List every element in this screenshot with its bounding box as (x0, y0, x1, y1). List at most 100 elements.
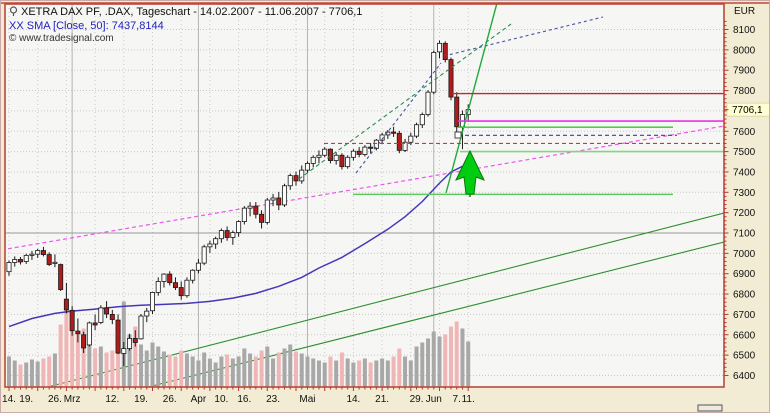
scrollbar-thumb[interactable] (697, 404, 723, 412)
volume-bar (322, 362, 327, 387)
volume-bar (161, 351, 166, 387)
candle (396, 130, 402, 154)
candle (161, 273, 167, 288)
trend-line-navy-dashed-1 (355, 62, 442, 174)
candle-body (115, 319, 121, 354)
candle (310, 155, 316, 168)
candle-body (149, 292, 155, 312)
y-axis-label: 6900 (733, 269, 756, 280)
candle (213, 236, 219, 249)
candle-body (35, 250, 41, 255)
volume-bar (196, 360, 201, 387)
volume-bar (173, 356, 178, 387)
candle-body (167, 273, 173, 284)
volume-bar (150, 342, 155, 387)
candle (149, 291, 155, 314)
x-axis-label: 12. (105, 394, 119, 405)
candle (224, 226, 230, 241)
candle (448, 57, 454, 101)
candle-body (46, 254, 52, 265)
volume-bar (460, 328, 465, 387)
x-axis-label: 14. (346, 394, 360, 405)
candle (132, 330, 138, 347)
trend-line-green-dashed (298, 23, 512, 180)
y-axis-label: 7200 (733, 208, 756, 219)
candle-body (75, 330, 81, 335)
candle (270, 193, 276, 207)
y-axis-label: 6800 (733, 290, 756, 301)
candle-body (276, 197, 282, 206)
x-axis-label: 19. (19, 394, 33, 405)
candle-body (69, 309, 75, 332)
candle (29, 250, 35, 260)
candle (293, 171, 299, 186)
candle-body (436, 42, 442, 53)
candle-body (40, 250, 46, 255)
candle (172, 277, 178, 290)
candle (17, 257, 23, 265)
volume-bar (7, 356, 11, 387)
candle (414, 122, 420, 139)
candle (356, 147, 362, 158)
volume-bar (334, 360, 339, 387)
volume-bar (305, 356, 310, 387)
volume-bar (454, 321, 459, 387)
candle-body (293, 175, 299, 182)
breakout-line-steep (445, 4, 498, 194)
candle-body (29, 253, 35, 256)
candle-body (287, 175, 293, 187)
candle-body (172, 282, 178, 288)
volume-bar (139, 344, 144, 387)
square-marker (454, 131, 462, 139)
volume-bar (380, 358, 385, 387)
volume-bar (29, 359, 34, 387)
candle-body (86, 322, 92, 346)
candle (327, 148, 333, 164)
volume-bar (351, 362, 356, 387)
volume-bar (397, 348, 402, 387)
volume-bar (294, 351, 298, 387)
candle (304, 161, 310, 173)
candle (339, 153, 345, 170)
volume-bar (12, 360, 17, 387)
candle-body (127, 338, 133, 349)
y-axis-label: 7100 (733, 229, 756, 240)
candle-body (241, 207, 247, 223)
candle (92, 314, 98, 331)
sma50-line (8, 163, 469, 328)
volume-bar (133, 326, 138, 387)
candle-body (368, 146, 374, 149)
candle-body (299, 169, 305, 182)
candle (75, 318, 81, 343)
candle (350, 149, 356, 161)
candle (287, 173, 293, 190)
volume-bar (276, 352, 281, 387)
candle-body (270, 197, 276, 201)
candle-body (178, 287, 184, 297)
candle-body (213, 238, 219, 245)
candle-body (190, 269, 196, 281)
candle (282, 183, 288, 207)
candle (23, 253, 29, 264)
volume-bar (339, 352, 344, 387)
candle-body (138, 315, 144, 340)
candle-body (402, 141, 408, 151)
candle-body (333, 154, 339, 161)
candle (69, 306, 75, 336)
volume-bar (368, 362, 373, 387)
candle-body (81, 334, 87, 349)
x-axis-label: 11. (462, 394, 475, 405)
volume-bar (70, 316, 75, 387)
candle-body (396, 132, 402, 151)
candle-body (224, 230, 230, 238)
candle (436, 40, 442, 59)
candle-body (184, 279, 190, 297)
candle (144, 307, 150, 323)
volume-bar (414, 346, 419, 387)
x-axis-label: 23. (266, 394, 280, 405)
candle (264, 197, 270, 225)
volume-bar (431, 331, 436, 387)
candle-body (52, 261, 58, 264)
